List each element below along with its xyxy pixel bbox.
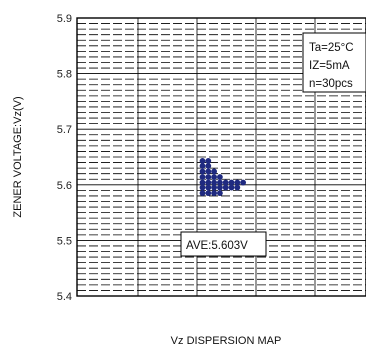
data-point [222, 184, 229, 191]
data-point [211, 184, 218, 191]
legend-temperature: Ta=25°C [309, 42, 354, 54]
data-point [234, 179, 241, 186]
data-point [199, 184, 206, 191]
y-tick-label: 5.5 [57, 235, 72, 247]
data-point [199, 162, 206, 169]
data-point [211, 179, 218, 186]
data-point [217, 190, 223, 197]
data-point [199, 174, 206, 180]
data-point [211, 190, 218, 197]
data-point [205, 184, 212, 191]
data-point [211, 168, 218, 175]
average-box [180, 231, 267, 257]
y-tick-label: 5.7 [57, 124, 72, 136]
data-point [199, 190, 206, 197]
data-point [228, 179, 235, 186]
data-point [234, 184, 241, 191]
data-points [199, 157, 247, 197]
y-tick-label: 5.4 [57, 291, 72, 303]
data-point [205, 174, 212, 180]
y-tick-label: 5.8 [57, 69, 72, 81]
data-point [205, 179, 212, 186]
data-point [217, 184, 223, 191]
data-point [205, 190, 212, 197]
data-point [240, 179, 247, 186]
legend-box [302, 32, 366, 93]
data-point [211, 174, 218, 180]
x-axis-label: Vz DISPERSION MAP [171, 335, 282, 347]
data-point [217, 174, 223, 180]
data-point [199, 157, 206, 164]
data-point [205, 157, 212, 164]
y-axis-label: ZENER VOLTAGE:Vz(V) [12, 96, 24, 217]
legend-current: IZ=5mA [309, 60, 350, 72]
data-point [199, 168, 206, 175]
data-point [205, 162, 212, 169]
data-point [199, 179, 206, 186]
y-tick-labels: 5.4 5.5 5.6 5.7 5.8 5.9 [57, 13, 72, 303]
data-point [205, 168, 212, 175]
data-point [217, 179, 223, 186]
average-annotation: AVE:5.603V [180, 231, 267, 257]
legend-sample-count: n=30pcs [309, 78, 353, 90]
average-label: AVE:5.603V [186, 240, 248, 252]
plot-frame [76, 17, 366, 297]
conditions-legend: Ta=25°C IZ=5mA n=30pcs [302, 32, 366, 93]
data-point [222, 179, 229, 186]
data-point [228, 184, 235, 191]
y-tick-label: 5.9 [57, 13, 72, 25]
y-tick-label: 5.6 [57, 180, 72, 192]
